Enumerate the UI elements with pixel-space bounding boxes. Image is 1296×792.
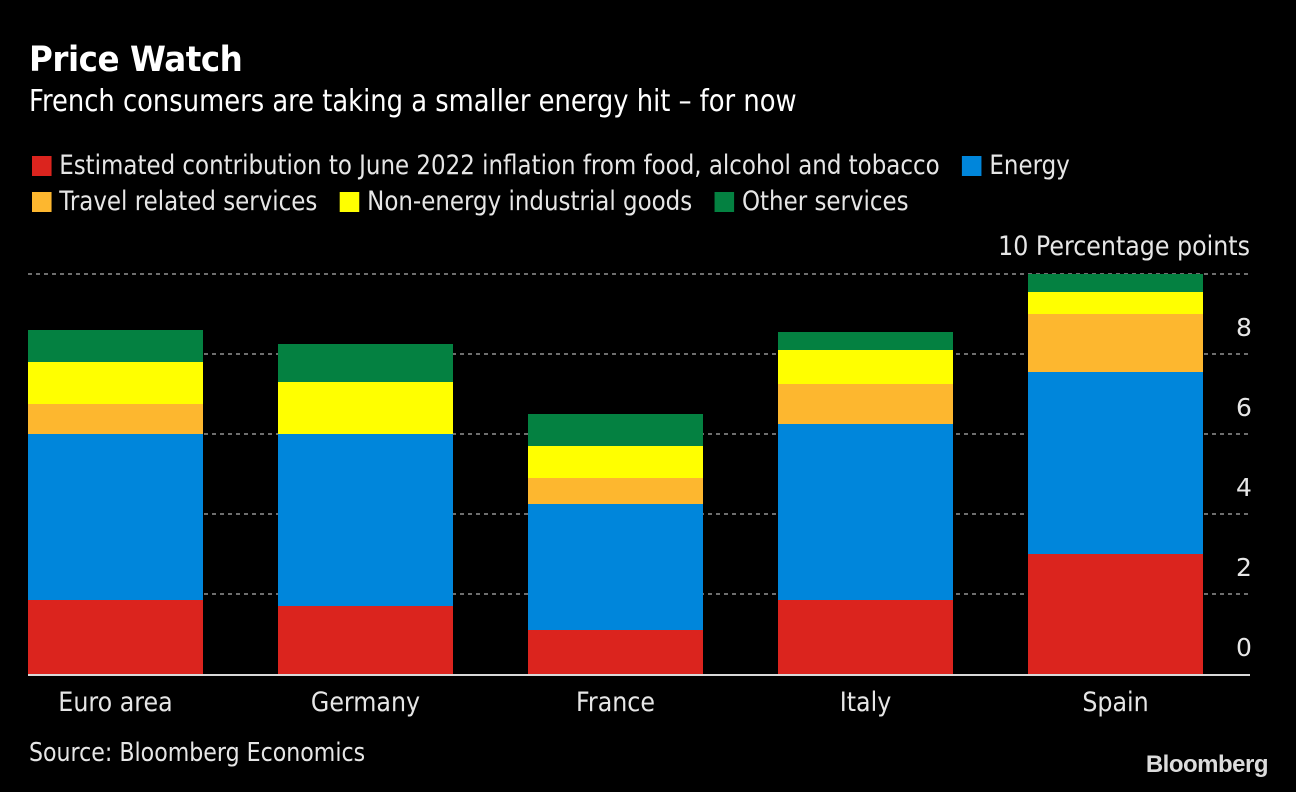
bar-segment bbox=[778, 600, 953, 674]
y-axis-ticks: 0 2 4 6 8 bbox=[1236, 313, 1252, 662]
x-tick-label: Spain bbox=[1082, 686, 1148, 718]
legend-label-food: Estimated contribution to June 2022 infl… bbox=[59, 150, 940, 181]
bar-segment bbox=[528, 504, 703, 630]
bar-segment bbox=[778, 350, 953, 384]
source-note: Source: Bloomberg Economics bbox=[29, 738, 366, 768]
legend-item-food: Estimated contribution to June 2022 infl… bbox=[32, 150, 940, 181]
bar-segment bbox=[28, 404, 203, 434]
bar-segment bbox=[28, 330, 203, 362]
legend-row-2: Travel related services Non-energy indus… bbox=[32, 186, 924, 219]
y-tick-label: 6 bbox=[1236, 393, 1252, 422]
x-tick-label: France bbox=[576, 686, 655, 718]
legend-label-other: Other services bbox=[741, 186, 909, 217]
bar-segment bbox=[528, 446, 703, 478]
bars bbox=[28, 274, 1203, 674]
bar-segment bbox=[778, 424, 953, 600]
bar-segment bbox=[528, 630, 703, 674]
bloomberg-logo: Bloomberg bbox=[1145, 751, 1269, 778]
legend-swatch-neig bbox=[339, 191, 360, 212]
bar-stack bbox=[778, 332, 953, 674]
legend-item-neig: Non-energy industrial goods bbox=[339, 186, 693, 217]
chart-subtitle: French consumers are taking a smaller en… bbox=[29, 84, 797, 119]
bar-segment bbox=[528, 414, 703, 446]
bar-stack bbox=[1028, 274, 1203, 674]
x-axis-labels: Euro area Germany France Italy Spain bbox=[58, 686, 1148, 718]
legend-swatch-other bbox=[714, 191, 735, 212]
x-tick-label: Euro area bbox=[58, 686, 172, 718]
legend-label-energy: Energy bbox=[989, 150, 1070, 181]
bar-stack bbox=[278, 344, 453, 674]
bar-segment bbox=[1028, 372, 1203, 554]
x-tick-label: Germany bbox=[311, 686, 420, 718]
bar-segment bbox=[28, 434, 203, 600]
y-axis-unit-label: 10 Percentage points bbox=[998, 230, 1250, 262]
bar-segment bbox=[278, 382, 453, 434]
legend-swatch-energy bbox=[962, 155, 982, 176]
y-tick-label: 2 bbox=[1236, 553, 1252, 582]
legend-swatch-travel bbox=[32, 191, 52, 212]
y-tick-label: 4 bbox=[1236, 473, 1252, 502]
y-tick-label: 8 bbox=[1236, 313, 1252, 342]
bar-segment bbox=[528, 478, 703, 504]
bar-segment bbox=[278, 434, 453, 606]
bar-segment bbox=[28, 362, 203, 404]
y-tick-label: 0 bbox=[1236, 633, 1252, 662]
legend-swatch-food bbox=[32, 155, 52, 176]
legend-item-travel: Travel related services bbox=[32, 186, 317, 217]
bar-segment bbox=[778, 384, 953, 424]
bar-stack bbox=[28, 330, 203, 674]
legend-row-1: Estimated contribution to June 2022 infl… bbox=[32, 150, 1085, 183]
legend-label-travel: Travel related services bbox=[59, 186, 318, 217]
bar-segment bbox=[278, 606, 453, 674]
bar-segment bbox=[778, 332, 953, 350]
bar-segment bbox=[278, 344, 453, 382]
bar-segment bbox=[1028, 554, 1203, 674]
legend-item-energy: Energy bbox=[962, 150, 1070, 181]
bar-segment bbox=[28, 600, 203, 674]
bar-stack bbox=[528, 414, 703, 674]
legend-item-other: Other services bbox=[714, 186, 909, 217]
bar-segment bbox=[1028, 274, 1203, 292]
chart-title: Price Watch bbox=[29, 40, 243, 80]
legend-label-neig: Non-energy industrial goods bbox=[367, 186, 693, 217]
bar-segment bbox=[1028, 314, 1203, 372]
bar-segment bbox=[1028, 292, 1203, 314]
x-tick-label: Italy bbox=[840, 686, 892, 718]
